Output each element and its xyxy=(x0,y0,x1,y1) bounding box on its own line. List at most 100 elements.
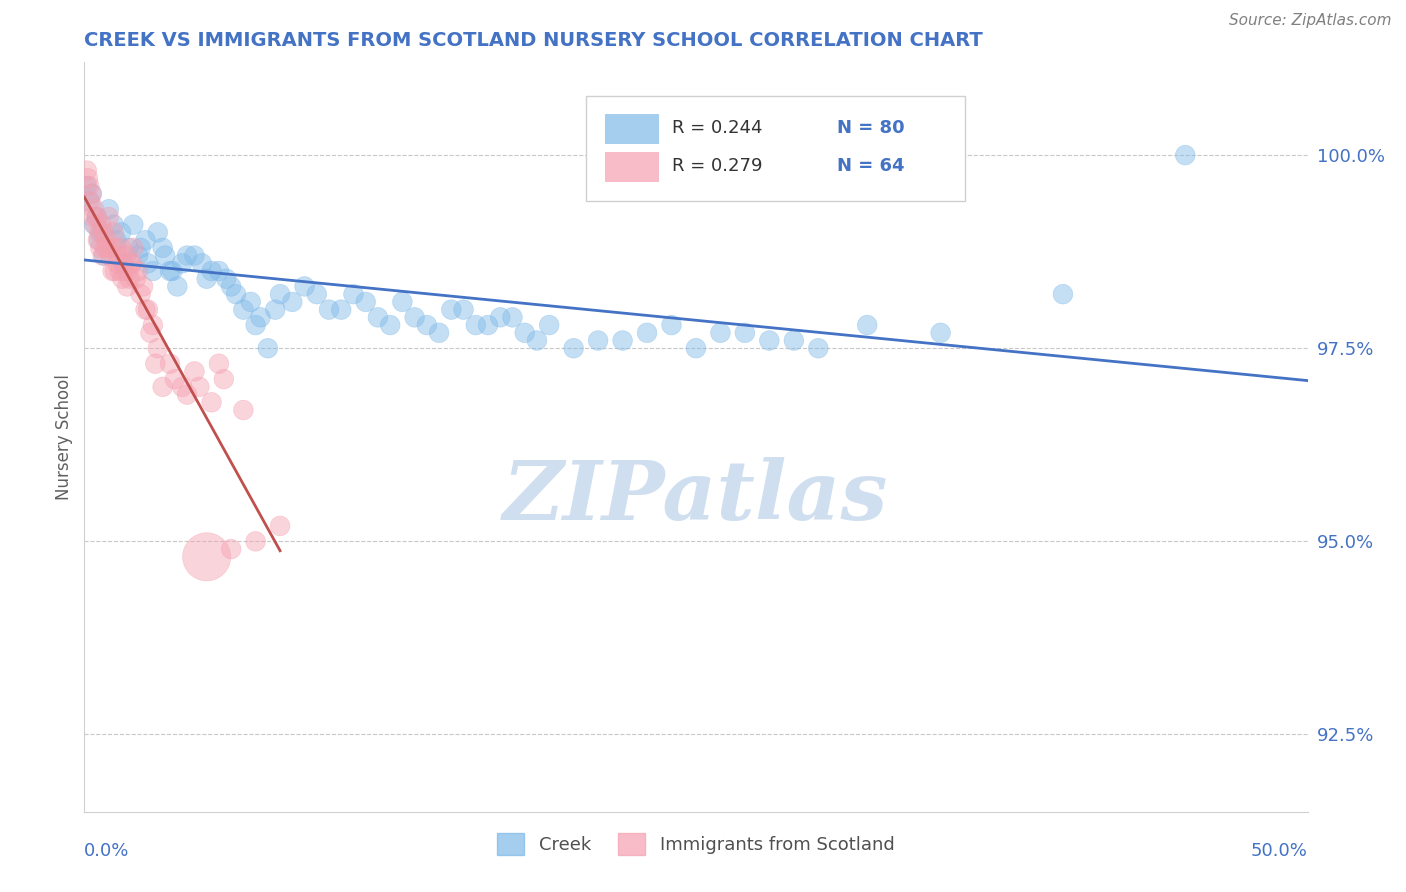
Point xyxy=(103,218,125,232)
Point xyxy=(84,218,107,232)
Point xyxy=(929,326,952,340)
Point xyxy=(122,218,145,232)
Text: 0.0%: 0.0% xyxy=(84,842,129,860)
Point xyxy=(734,326,756,340)
Point xyxy=(330,302,353,317)
Point xyxy=(118,271,141,285)
Point xyxy=(87,233,110,247)
Point xyxy=(76,179,98,194)
Point xyxy=(162,264,184,278)
Point xyxy=(212,372,235,386)
Point xyxy=(1052,287,1074,301)
Point xyxy=(208,264,231,278)
Point xyxy=(191,256,214,270)
Point xyxy=(100,241,122,255)
Point xyxy=(612,334,634,348)
Point xyxy=(105,256,128,270)
FancyBboxPatch shape xyxy=(606,152,659,182)
Point xyxy=(159,264,181,278)
Point xyxy=(142,318,165,332)
Text: Source: ZipAtlas.com: Source: ZipAtlas.com xyxy=(1229,13,1392,29)
Point xyxy=(125,271,148,285)
Point xyxy=(112,256,135,270)
Point xyxy=(90,226,112,240)
Point xyxy=(93,248,115,262)
Point xyxy=(342,287,364,301)
Point xyxy=(97,241,120,255)
Point xyxy=(117,241,139,255)
Point xyxy=(380,318,402,332)
Point xyxy=(136,302,159,317)
Y-axis label: Nursery School: Nursery School xyxy=(55,374,73,500)
Point xyxy=(152,380,174,394)
Point xyxy=(200,264,222,278)
Point xyxy=(219,279,242,293)
Point xyxy=(176,387,198,401)
Point xyxy=(513,326,536,340)
Point xyxy=(685,341,707,355)
Text: ZIPatlas: ZIPatlas xyxy=(503,457,889,537)
Point xyxy=(232,302,254,317)
Point xyxy=(562,341,585,355)
Point xyxy=(93,226,115,240)
Point xyxy=(188,380,211,394)
Point xyxy=(129,241,152,255)
Point xyxy=(200,395,222,409)
Point xyxy=(783,334,806,348)
Point xyxy=(245,318,267,332)
Point xyxy=(77,171,100,186)
Point xyxy=(108,264,131,278)
Point xyxy=(249,310,271,325)
Point xyxy=(121,256,143,270)
Point xyxy=(239,294,262,309)
Point xyxy=(143,357,166,371)
Legend: Creek, Immigrants from Scotland: Creek, Immigrants from Scotland xyxy=(498,833,894,855)
Point xyxy=(172,380,194,394)
Point xyxy=(281,294,304,309)
Point xyxy=(489,310,512,325)
Point xyxy=(264,302,287,317)
Point xyxy=(82,210,104,224)
Point xyxy=(96,233,118,247)
Point xyxy=(464,318,486,332)
Point xyxy=(166,279,188,293)
Point xyxy=(1174,148,1197,162)
Point xyxy=(103,226,125,240)
Point xyxy=(117,264,139,278)
Point xyxy=(208,357,231,371)
Point xyxy=(269,519,291,533)
Point xyxy=(219,542,242,557)
Point xyxy=(83,218,105,232)
Point xyxy=(245,534,267,549)
Point xyxy=(318,302,340,317)
Point xyxy=(195,271,218,285)
Point xyxy=(135,233,157,247)
Point xyxy=(709,326,731,340)
Point xyxy=(115,248,138,262)
Point xyxy=(112,256,135,270)
Point xyxy=(86,210,108,224)
Point xyxy=(94,241,117,255)
Point xyxy=(183,248,205,262)
Point xyxy=(115,279,138,293)
Point xyxy=(98,248,121,262)
Point xyxy=(477,318,499,332)
Point xyxy=(83,202,105,217)
Point xyxy=(195,549,218,564)
Point xyxy=(225,287,247,301)
Point xyxy=(86,210,108,224)
Point xyxy=(758,334,780,348)
Text: 50.0%: 50.0% xyxy=(1251,842,1308,860)
Point xyxy=(87,233,110,247)
Point xyxy=(139,326,162,340)
Point xyxy=(135,302,157,317)
Point xyxy=(163,372,186,386)
Point xyxy=(142,264,165,278)
Text: N = 64: N = 64 xyxy=(837,157,904,175)
Point xyxy=(146,341,169,355)
Text: N = 80: N = 80 xyxy=(837,120,904,137)
Point xyxy=(502,310,524,325)
Point xyxy=(427,326,450,340)
Point xyxy=(97,202,120,217)
Point xyxy=(354,294,377,309)
